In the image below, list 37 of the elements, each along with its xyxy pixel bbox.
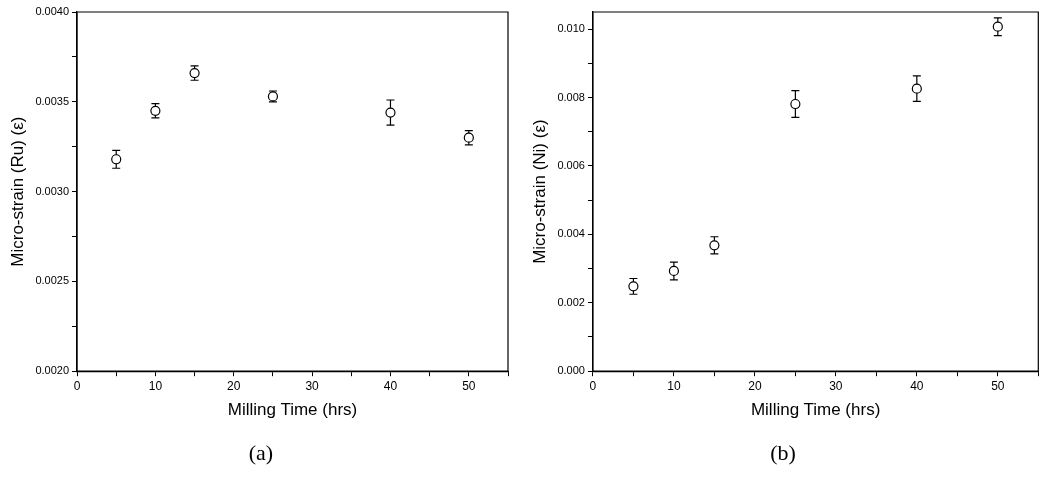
x-tick-label: 10 bbox=[667, 378, 681, 393]
point bbox=[911, 83, 922, 94]
point bbox=[385, 107, 396, 118]
point bbox=[992, 21, 1003, 32]
point bbox=[709, 240, 720, 251]
x-tick-label: 40 bbox=[910, 378, 924, 393]
y-tick-label: 0.0040 bbox=[35, 5, 70, 18]
point bbox=[668, 265, 679, 277]
x-tick-label: 50 bbox=[462, 378, 476, 393]
y-tick-label: 0.0035 bbox=[35, 94, 70, 107]
x-tick-label: 50 bbox=[991, 378, 1005, 393]
x-tick-label: 0 bbox=[73, 378, 81, 393]
y-axis-title: Micro-strain (Ru) (ε) bbox=[7, 116, 27, 267]
x-tick-label: 10 bbox=[148, 378, 163, 393]
point bbox=[790, 98, 801, 110]
point bbox=[628, 281, 639, 292]
y-tick-label: 0.006 bbox=[557, 158, 585, 171]
y-axis-title: Micro-strain (Ni) (ε) bbox=[529, 119, 549, 264]
text: (b) bbox=[769, 440, 797, 466]
y-tick-label: 0.0025 bbox=[35, 274, 70, 287]
x-tick-label: 40 bbox=[383, 378, 398, 393]
y-tick-label: 0.002 bbox=[557, 295, 585, 308]
text: (a) bbox=[247, 440, 275, 466]
y-tick-label: 0.000 bbox=[557, 364, 585, 377]
x-axis-title: Milling Time (hrs) bbox=[750, 400, 881, 420]
y-tick-label: 0.0030 bbox=[35, 184, 70, 197]
y-tick-label: 0.008 bbox=[557, 90, 585, 103]
y-tick-label: 0.0020 bbox=[35, 364, 70, 377]
y-tick-label: 0.010 bbox=[557, 22, 585, 35]
point bbox=[111, 154, 122, 165]
x-tick-label: 0 bbox=[589, 378, 597, 393]
x-tick-label: 30 bbox=[829, 378, 843, 393]
y-tick-label: 0.004 bbox=[557, 227, 585, 240]
x-axis-title: Milling Time (hrs) bbox=[227, 400, 358, 420]
x-tick-label: 30 bbox=[305, 378, 320, 393]
x-tick-label: 20 bbox=[748, 378, 762, 393]
x-tick-label: 20 bbox=[227, 378, 241, 393]
